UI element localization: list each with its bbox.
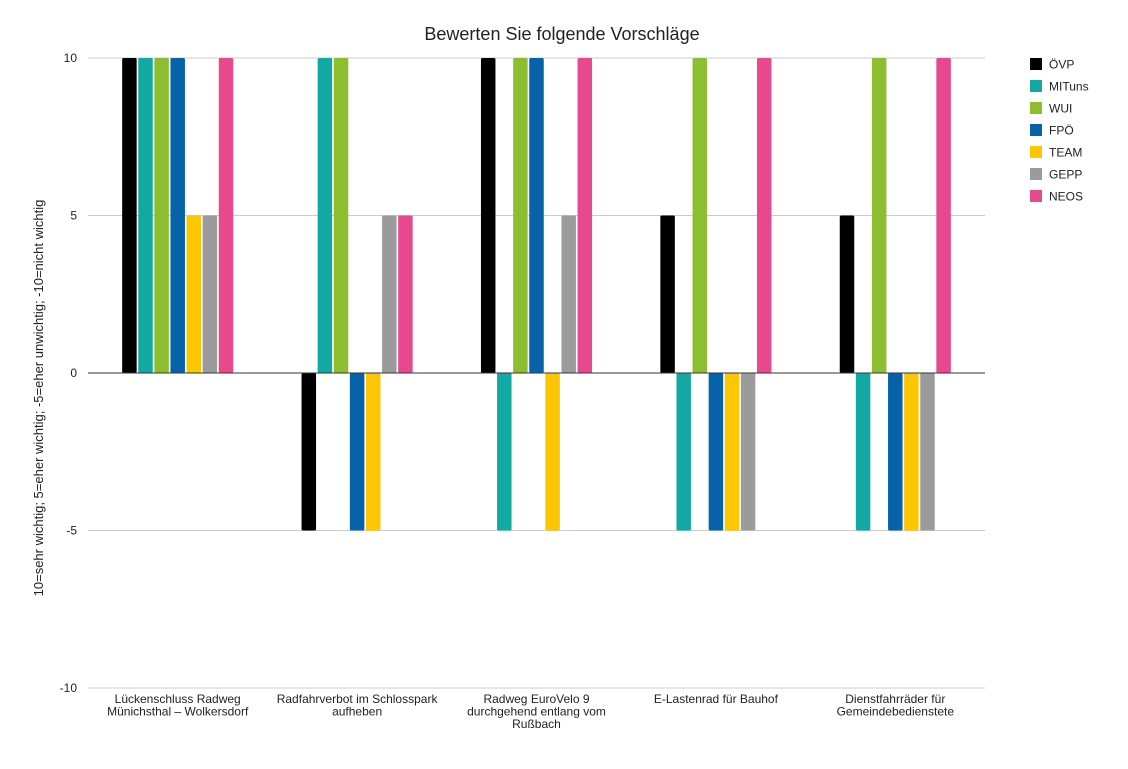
bar-GEPP-1 <box>382 215 397 373</box>
bar-FPÖ-2 <box>529 58 544 373</box>
bar-ÖVP-0 <box>122 58 137 373</box>
category-label: Radweg EuroVelo 9 durchgehend entlang vom… <box>467 692 606 731</box>
y-axis-label: 10=sehr wichtig; 5=eher wichtig; -5=eher… <box>31 200 46 597</box>
legend-item: MITuns <box>1030 80 1089 94</box>
bar-WUI-2 <box>513 58 528 373</box>
legend-label: NEOS <box>1049 190 1083 204</box>
legend-swatch <box>1030 146 1042 158</box>
category-label-line: E-Lastenrad für Bauhof <box>654 692 779 706</box>
legend-item: TEAM <box>1030 146 1082 160</box>
category-label: Dienstfahrräder für Gemeindebedienstete <box>837 692 955 719</box>
category-label-line: Radfahrverbot im Schlosspark <box>277 692 439 706</box>
bar-TEAM-1 <box>365 373 381 531</box>
category-label: E-Lastenrad für Bauhof <box>654 692 779 706</box>
category-label-line: Radweg EuroVelo 9 <box>483 692 589 706</box>
y-tick-label: -10 <box>60 681 78 695</box>
y-tick-label: -5 <box>66 524 77 538</box>
category-label-line: aufheben <box>332 705 382 719</box>
bar-GEPP-4 <box>920 373 935 531</box>
bar-NEOS-3 <box>756 58 772 373</box>
bar-MITuns-3 <box>676 373 691 531</box>
bar-TEAM-3 <box>724 373 740 531</box>
bar-WUI-4 <box>871 58 887 373</box>
bar-ÖVP-3 <box>660 215 675 373</box>
bar-NEOS-1 <box>398 215 413 373</box>
y-tick-label: 0 <box>70 366 77 380</box>
legend-swatch <box>1030 168 1042 180</box>
category-label-line: Münichsthal – Wolkersdorf <box>107 705 249 719</box>
legend-item: ÖVP <box>1030 58 1074 72</box>
bar-MITuns-1 <box>317 58 333 373</box>
bar-FPÖ-4 <box>888 373 903 531</box>
bar-WUI-3 <box>692 58 708 373</box>
legend-label: WUI <box>1049 102 1072 116</box>
legend-swatch <box>1030 102 1042 114</box>
bar-NEOS-2 <box>577 58 593 373</box>
legend-item: GEPP <box>1030 168 1082 182</box>
bar-FPÖ-1 <box>349 373 365 531</box>
legend: ÖVP MITuns WUI FPÖ TEAM GEPP NEOS <box>1030 58 1089 204</box>
legend-label: TEAM <box>1049 146 1082 160</box>
bar-GEPP-2 <box>561 215 576 373</box>
bar-NEOS-4 <box>936 58 951 373</box>
category-labels: Lückenschluss Radweg Münichsthal – Wolker… <box>107 692 954 731</box>
legend-item: WUI <box>1030 102 1072 116</box>
category-label-line: durchgehend entlang vom <box>467 705 606 719</box>
category-label: Lückenschluss Radweg Münichsthal – Wolker… <box>107 692 249 719</box>
bar-ÖVP-2 <box>480 58 496 373</box>
bar-GEPP-0 <box>202 215 218 373</box>
bar-ÖVP-4 <box>839 215 855 373</box>
bar-WUI-1 <box>333 58 349 373</box>
bar-FPÖ-0 <box>170 58 185 373</box>
bar-FPÖ-3 <box>708 373 724 531</box>
category-label-line: Rußbach <box>512 717 561 731</box>
bar-MITuns-0 <box>138 58 153 373</box>
bar-TEAM-2 <box>545 373 560 531</box>
legend-swatch <box>1030 124 1042 136</box>
legend-item: NEOS <box>1030 190 1083 204</box>
y-tick-label: 10 <box>64 51 78 65</box>
bar-WUI-0 <box>154 58 169 373</box>
y-tick-labels: -10 -5 0 5 10 <box>60 51 78 695</box>
legend-swatch <box>1030 58 1042 70</box>
category-label: Radfahrverbot im Schlosspark aufheben <box>277 692 439 719</box>
category-label-line: Dienstfahrräder für <box>845 692 945 706</box>
bar-TEAM-0 <box>186 215 202 373</box>
bar-MITuns-2 <box>497 373 512 531</box>
bars <box>122 58 951 531</box>
bar-NEOS-0 <box>218 58 234 373</box>
bar-TEAM-4 <box>904 373 919 531</box>
legend-label: FPÖ <box>1049 124 1074 138</box>
bar-GEPP-3 <box>740 373 756 531</box>
category-label-line: Gemeindebedienstete <box>837 705 955 719</box>
category-label-line: Lückenschluss Radweg <box>115 692 241 706</box>
legend-swatch <box>1030 80 1042 92</box>
legend-label: GEPP <box>1049 168 1082 182</box>
legend-label: MITuns <box>1049 80 1089 94</box>
legend-swatch <box>1030 190 1042 202</box>
chart-title: Bewerten Sie folgende Vorschläge <box>424 24 699 44</box>
legend-label: ÖVP <box>1049 58 1074 72</box>
bar-ÖVP-1 <box>301 373 317 531</box>
y-tick-label: 5 <box>70 209 77 223</box>
legend-item: FPÖ <box>1030 124 1074 138</box>
bar-MITuns-4 <box>855 373 871 531</box>
